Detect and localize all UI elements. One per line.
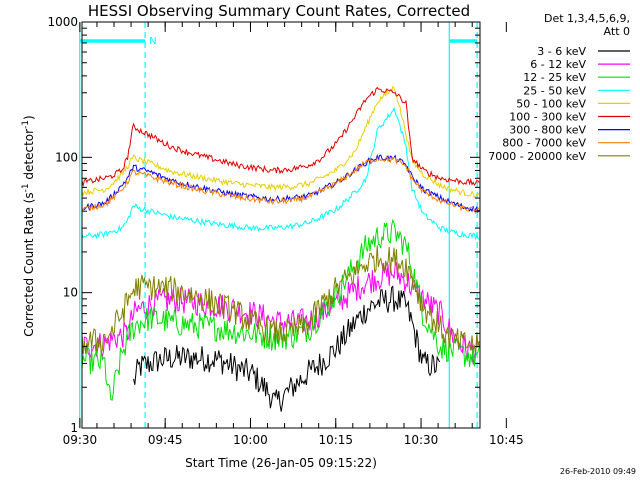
legend-entry-label: 800 - 7000 keV (502, 137, 586, 150)
legend-header-line: Det 1,3,4,5,6,9, (544, 12, 630, 25)
legend-entry-label: 3 - 6 keV (537, 45, 586, 58)
y-tick-label: 1 (70, 421, 78, 435)
y-axis-label-part: Corrected Count Rate (s (22, 192, 36, 336)
y-axis-label-part: ) (22, 115, 36, 120)
y-tick-label: 10 (63, 286, 78, 300)
series-line (81, 86, 480, 188)
series-line (81, 85, 480, 199)
legend-entry-label: 50 - 100 keV (516, 97, 586, 110)
y-tick-label: 1000 (47, 15, 78, 29)
series-line (81, 218, 480, 402)
y-axis-label-exponent: -1 (21, 120, 31, 129)
series-line (81, 106, 480, 241)
x-tick-label: 10:15 (318, 433, 353, 447)
plot-frame (81, 21, 481, 429)
series-line (133, 285, 441, 412)
x-tick-label: 10:45 (489, 433, 524, 447)
legend-entry-label: 7000 - 20000 keV (488, 150, 586, 163)
svg-text:Corrected Count Rate (s-1 dete: Corrected Count Rate (s-1 detector-1) (21, 115, 36, 336)
legend-entry-label: 12 - 25 keV (523, 71, 586, 84)
x-tick-label: 09:30 (63, 433, 98, 447)
x-axis-label: Start Time (26-Jan-05 09:15:22) (185, 456, 377, 470)
series-line (81, 155, 480, 215)
x-tick-label: 10:30 (404, 433, 439, 447)
series-line (81, 245, 480, 355)
x-tick-label: 10:00 (233, 433, 268, 447)
y-axis-label-part: detector (22, 129, 36, 184)
axes: 1 10 100 1000 09:30 09:45 10:00 10:15 10:30 10:45 (47, 15, 523, 447)
timestamp-label: 26-Feb-2010 09:49 (560, 467, 636, 476)
series-lines (81, 85, 480, 412)
legend-header-line: Att 0 (604, 25, 630, 38)
x-tick-label: 09:45 (148, 433, 183, 447)
attenuator-state-label: N (149, 36, 156, 47)
y-tick-label: 100 (55, 150, 78, 164)
legend-entry-label: 300 - 800 keV (509, 124, 586, 137)
y-axis-label: Corrected Count Rate (s-1 detector-1) (21, 115, 36, 336)
series-line (81, 153, 480, 214)
legend-entry-label: 25 - 50 keV (523, 84, 586, 97)
legend-entry-label: 6 - 12 keV (530, 58, 586, 71)
chart-title: HESSI Observing Summary Count Rates, Cor… (88, 2, 470, 20)
time-markers: N (79, 22, 478, 428)
y-axis-label-exponent: -1 (21, 183, 31, 192)
legend-entry-label: 100 - 300 keV (509, 111, 586, 124)
